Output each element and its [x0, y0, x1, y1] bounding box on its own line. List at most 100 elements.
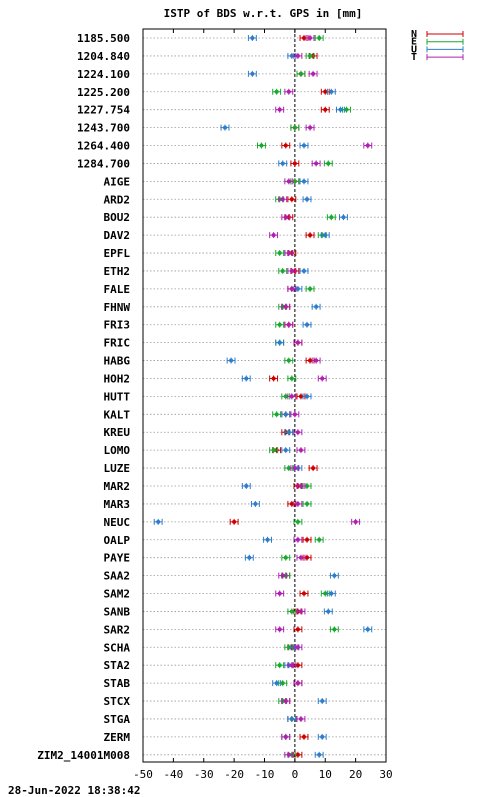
- point-dot: [286, 358, 291, 363]
- row-label: PAYE: [104, 552, 131, 565]
- x-tick-label: -10: [255, 768, 275, 781]
- point-dot: [223, 125, 228, 130]
- point-u: [302, 321, 312, 328]
- point-dot: [283, 394, 288, 399]
- point-dot: [286, 322, 291, 327]
- plot-frame: [142, 28, 387, 763]
- point-dot: [344, 107, 349, 112]
- x-tick-label: -40: [163, 768, 183, 781]
- legend-label-u: U: [411, 44, 417, 55]
- point-u: [314, 751, 324, 758]
- point-t: [290, 411, 300, 418]
- point-dot: [298, 716, 303, 721]
- point-t: [351, 518, 361, 525]
- point-u: [153, 518, 163, 525]
- point-u: [220, 124, 230, 131]
- point-t: [287, 662, 297, 669]
- point-t: [278, 572, 288, 579]
- point-t: [293, 536, 303, 543]
- point-dot: [292, 179, 297, 184]
- row-label: AIGE: [104, 175, 131, 188]
- point-u: [299, 178, 309, 185]
- row-label: MAR3: [104, 498, 131, 511]
- point-e: [290, 124, 300, 131]
- point-dot: [289, 663, 294, 668]
- point-t: [284, 321, 294, 328]
- point-dot: [301, 143, 306, 148]
- point-e: [302, 483, 312, 489]
- row-label: STAB: [104, 677, 131, 690]
- legend-label-n: N: [411, 29, 417, 40]
- point-e: [290, 178, 300, 185]
- point-t: [293, 680, 303, 687]
- point-u: [244, 554, 254, 561]
- point-dot: [314, 358, 319, 363]
- point-e: [287, 608, 297, 615]
- marker-layer: [153, 35, 373, 758]
- point-dot: [320, 734, 325, 739]
- point-n: [293, 626, 303, 633]
- point-dot: [305, 555, 310, 560]
- point-dot: [320, 699, 325, 704]
- point-e: [278, 267, 288, 274]
- point-dot: [295, 627, 300, 632]
- point-dot: [301, 179, 306, 184]
- x-tick-label: 30: [379, 768, 392, 781]
- x-tick-label: -30: [194, 768, 214, 781]
- point-dot: [289, 197, 294, 202]
- point-t: [293, 500, 303, 507]
- point-n: [287, 196, 297, 203]
- point-t: [287, 393, 297, 400]
- row-label: SCHA: [104, 641, 131, 654]
- point-dot: [365, 143, 370, 148]
- point-t: [284, 88, 294, 95]
- point-dot: [341, 215, 346, 220]
- row-label: ZIM2_14001M008: [37, 749, 130, 762]
- point-dot: [277, 627, 282, 632]
- row-label: EPFL: [104, 247, 131, 260]
- point-dot: [274, 681, 279, 686]
- point-n: [302, 536, 312, 543]
- point-e: [275, 662, 285, 669]
- point-dot: [250, 71, 255, 76]
- point-dot: [289, 716, 294, 721]
- point-u: [278, 160, 288, 167]
- point-dot: [320, 376, 325, 381]
- point-u: [247, 70, 257, 77]
- row-label: ETH2: [104, 265, 131, 278]
- point-dot: [295, 286, 300, 291]
- row-label: 1243.700: [77, 122, 130, 135]
- point-t: [287, 285, 297, 292]
- point-dot: [317, 752, 322, 757]
- point-dot: [277, 107, 282, 112]
- point-e: [257, 142, 266, 149]
- point-u: [339, 214, 348, 221]
- point-dot: [265, 537, 270, 542]
- x-tick-label: -20: [224, 768, 244, 781]
- point-n: [229, 518, 239, 525]
- point-t: [311, 160, 321, 167]
- point-dot: [259, 143, 264, 148]
- point-dot: [305, 484, 310, 488]
- point-t: [308, 70, 318, 77]
- row-label: HABG: [104, 355, 131, 368]
- point-dot: [295, 681, 300, 686]
- x-tick-label: 10: [319, 768, 332, 781]
- point-dot: [317, 36, 322, 40]
- point-n: [299, 35, 309, 41]
- point-u: [281, 447, 291, 454]
- row-label: DAV2: [104, 229, 131, 242]
- point-t: [284, 178, 294, 185]
- point-dot: [156, 519, 161, 524]
- point-dot: [283, 734, 288, 739]
- point-dot: [314, 304, 319, 309]
- point-e: [287, 375, 297, 382]
- point-u: [326, 88, 336, 95]
- point-dot: [271, 233, 276, 238]
- point-t: [296, 447, 306, 454]
- point-t: [311, 357, 321, 364]
- point-n: [269, 375, 279, 382]
- row-label: NEUC: [104, 516, 131, 529]
- point-dot: [271, 376, 276, 381]
